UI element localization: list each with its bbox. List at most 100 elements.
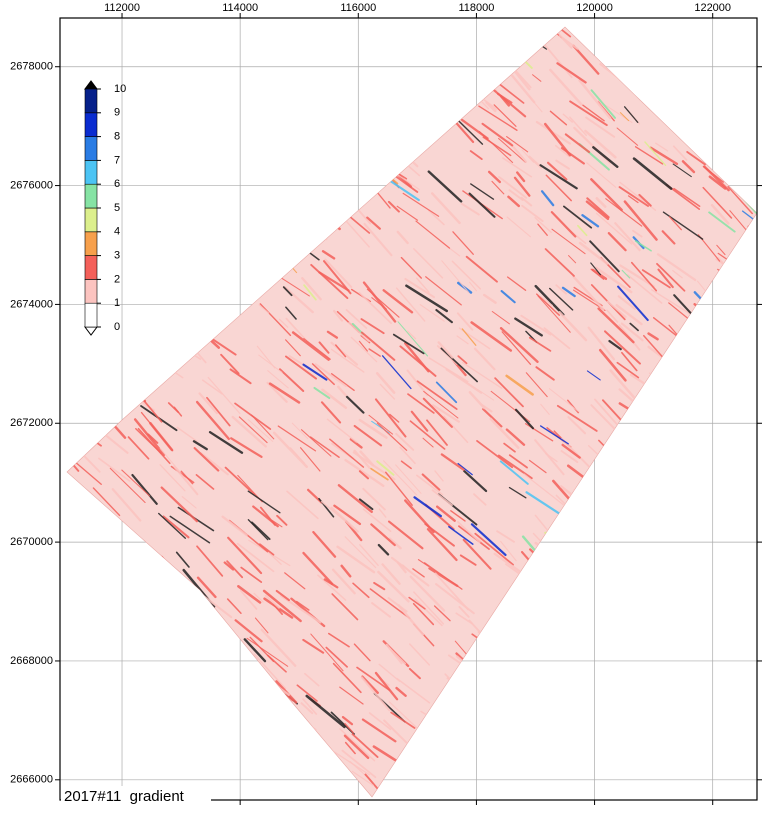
texture-stroke: [506, 216, 531, 238]
texture-stroke: [435, 308, 453, 324]
colorbar-label: 10: [114, 83, 126, 95]
texture-stroke: [440, 347, 478, 383]
texture-stroke: [543, 122, 572, 157]
texture-stroke: [220, 353, 240, 375]
texture-stroke: [408, 643, 431, 666]
texture-stroke: [400, 256, 422, 279]
texture-stroke: [303, 284, 317, 301]
texture-stroke: [326, 418, 358, 443]
texture-stroke: [330, 348, 365, 373]
texture-stroke: [586, 197, 610, 219]
texture-stroke: [455, 612, 473, 625]
texture-stroke: [370, 467, 389, 481]
colorbar: 0 1 2 3 4 5 6 7 8 9 10: [84, 80, 126, 336]
texture-stroke: [457, 355, 468, 365]
texture-stroke: [441, 260, 470, 294]
texture-stroke: [672, 269, 683, 279]
texture-stroke: [375, 372, 396, 394]
texture-stroke: [268, 382, 301, 404]
texture-stroke: [589, 240, 620, 273]
texture-stroke: [362, 508, 392, 532]
texture-stroke: [363, 222, 393, 257]
texture-stroke: [545, 452, 558, 463]
texture-stroke: [224, 466, 256, 496]
texture-stroke: [668, 216, 682, 231]
texture-stroke: [251, 521, 271, 540]
texture-stroke: [395, 464, 422, 494]
texture-stroke: [371, 602, 391, 618]
texture-stroke: [323, 260, 352, 295]
texture-stroke: [318, 271, 350, 292]
texture-stroke: [506, 135, 529, 153]
texture-stroke: [617, 285, 649, 322]
texture-stroke: [379, 383, 396, 400]
texture-stroke: [578, 241, 609, 265]
texture-stroke: [317, 574, 347, 601]
texture-stroke: [356, 666, 390, 691]
texture-stroke: [229, 368, 252, 385]
texture-stroke: [417, 559, 429, 567]
texture-stroke: [501, 331, 532, 365]
texture-stroke: [341, 716, 354, 726]
texture-stroke: [584, 129, 617, 159]
texture-stroke: [413, 496, 442, 518]
texture-stroke: [320, 500, 346, 521]
texture-stroke: [460, 202, 480, 216]
texture-stroke: [521, 149, 535, 163]
texture-stroke: [277, 425, 317, 452]
texture-stroke: [312, 531, 337, 558]
texture-stroke: [414, 598, 443, 627]
texture-stroke: [226, 560, 244, 579]
texture-stroke: [302, 551, 334, 585]
texture-stroke: [361, 718, 397, 743]
texture-stroke: [321, 388, 348, 410]
texture-stroke: [702, 165, 724, 183]
texture-stroke: [341, 749, 377, 779]
texture-stroke: [408, 667, 421, 680]
texture-stroke: [540, 296, 553, 307]
texture-stroke: [656, 253, 697, 282]
texture-stroke: [412, 568, 425, 578]
texture-stroke: [159, 447, 181, 473]
texture-stroke: [339, 686, 364, 705]
texture-stroke: [632, 229, 643, 238]
texture-stroke: [582, 104, 605, 122]
texture-stroke: [285, 355, 318, 380]
texture-stroke: [436, 505, 456, 522]
texture-stroke: [626, 274, 663, 304]
texture-stroke: [387, 597, 408, 613]
texture-stroke: [253, 592, 264, 603]
texture-stroke: [404, 277, 436, 299]
texture-stroke: [590, 404, 620, 435]
texture-stroke: [300, 429, 332, 457]
colorbar-label: 3: [114, 250, 120, 262]
texture-stroke: [196, 576, 217, 599]
texture-stroke: [348, 321, 370, 342]
texture-stroke: [208, 431, 244, 454]
texture-stroke: [158, 512, 187, 539]
texture-stroke: [329, 438, 365, 468]
texture-stroke: [162, 515, 190, 539]
texture-stroke: [550, 211, 577, 238]
texture-stroke: [595, 212, 633, 245]
texture-stroke: [388, 647, 407, 665]
texture-stroke: [686, 151, 706, 166]
texture-stroke: [258, 354, 283, 373]
y-tick-label: 2672000: [10, 417, 53, 429]
texture-stroke: [620, 322, 644, 342]
colorbar-bin: [84, 136, 98, 161]
colorbar-bin: [84, 88, 98, 114]
texture-stroke: [337, 484, 373, 514]
texture-stroke: [396, 205, 419, 221]
x-tick-label: 114000: [222, 2, 258, 14]
texture-stroke: [121, 469, 151, 497]
texture-stroke: [413, 591, 445, 625]
texture-stroke: [496, 530, 515, 543]
texture-stroke: [410, 410, 429, 432]
texture-stroke: [478, 105, 518, 131]
texture-stroke: [402, 564, 416, 577]
colorbar-bin: [84, 231, 98, 256]
texture-stroke: [590, 262, 601, 276]
texture-stroke: [644, 141, 667, 167]
texture-stroke: [503, 442, 516, 453]
